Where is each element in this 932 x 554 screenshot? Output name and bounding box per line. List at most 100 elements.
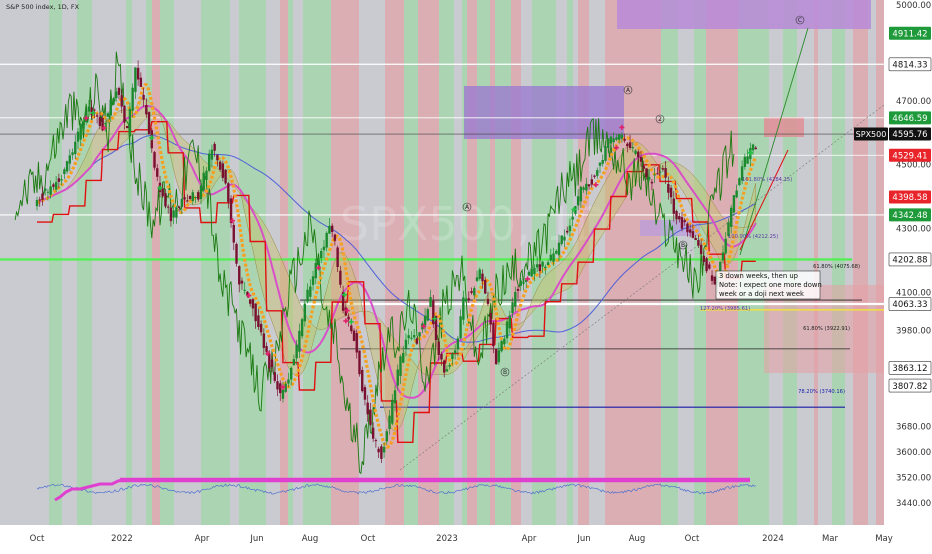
wave-label-circle: [678, 240, 688, 250]
session-band: [280, 0, 288, 525]
candle-body: [475, 277, 479, 281]
candle-body: [727, 222, 730, 237]
signal-cross: [246, 293, 252, 299]
candle-body: [172, 210, 175, 218]
candle-body: [145, 105, 148, 115]
annotation-box[interactable]: 3 down weeks, then up Note: I expect one…: [715, 270, 822, 300]
candle-body: [106, 113, 110, 117]
candle-body: [177, 206, 181, 208]
target-zone-top: [617, 0, 871, 29]
candle-body: [710, 275, 714, 281]
candle-body: [52, 184, 55, 187]
candle-body: [292, 359, 296, 366]
candle-body: [743, 156, 747, 168]
lagging-span: [14, 51, 735, 475]
x-axis[interactable]: Oct 2022 Apr Jun Aug Oct 2023 Apr Jun Aug Oct 2024 M…: [0, 525, 932, 550]
y-tick-label: 4300.00: [896, 224, 931, 234]
candle-body: [270, 359, 274, 368]
candle-body: [399, 356, 402, 376]
session-band: [385, 0, 404, 525]
symbol-label: S&P 500 index, 1D, FX: [6, 3, 80, 11]
session-band: [738, 0, 752, 525]
price-tag-box: [888, 252, 932, 267]
session-band: [288, 0, 293, 525]
fib-labels: 61.80% (4075.68) 61.80% (3922.91) 78.20% (…: [700, 177, 860, 395]
signal-cross: [348, 319, 354, 325]
x-tick-label: 2022: [111, 534, 133, 544]
candle-body: [191, 192, 194, 202]
candle-body: [221, 163, 225, 178]
candle-body: [440, 353, 443, 360]
candle-body: [661, 168, 665, 170]
candle-body: [434, 315, 438, 341]
candle-body: [675, 211, 678, 220]
candle-body: [229, 198, 233, 223]
candle-body: [197, 192, 200, 200]
candle-body: [754, 147, 757, 150]
session-band: [443, 0, 454, 525]
session-band: [160, 0, 174, 525]
signal-cross: [149, 135, 155, 141]
candle-body: [653, 174, 656, 176]
candle-body: [60, 179, 63, 181]
x-tick-label: Apr: [522, 534, 537, 544]
session-band: [462, 0, 467, 525]
candle-body: [587, 184, 591, 187]
candle-body: [385, 431, 389, 442]
candle-body: [224, 169, 227, 184]
signal-cross: [747, 150, 753, 156]
candle-body: [95, 115, 99, 117]
candle-body: [366, 402, 369, 415]
symbol-tag: SPX500: [856, 130, 887, 139]
candle-body: [325, 232, 328, 248]
y-tick-label: 3980.00: [896, 327, 931, 337]
candle-body: [481, 273, 484, 282]
candle-body: [199, 185, 203, 200]
candle-body: [694, 237, 697, 240]
y-tick-label: 4700.00: [896, 97, 931, 107]
target-zone-lower: [764, 285, 884, 373]
session-band: [618, 0, 635, 525]
indicator-lines: [14, 27, 885, 502]
candle-body: [240, 280, 244, 284]
session-band: [853, 0, 868, 525]
candle-body: [254, 303, 257, 322]
candle-body: [180, 198, 184, 207]
candle-body: [473, 288, 476, 296]
candle-body: [361, 369, 364, 392]
y-tick-label: 4100.00: [896, 288, 931, 298]
candle-body: [303, 303, 307, 322]
x-tick-label: 2024: [762, 534, 784, 544]
session-band: [783, 0, 788, 525]
candle-body: [426, 309, 430, 321]
candle-body: [251, 299, 255, 309]
candle-body: [740, 166, 744, 181]
fib-label: 127.20% (3985.61): [700, 306, 750, 312]
candle-body: [358, 350, 361, 375]
candle-body: [686, 223, 689, 233]
x-tick-label: Jun: [249, 534, 263, 544]
candle-body: [164, 193, 167, 207]
candle-body: [664, 168, 667, 178]
session-band: [643, 0, 661, 525]
candle-body: [669, 187, 673, 198]
candle-body: [115, 91, 118, 99]
price-tag-value: 3863.12: [892, 364, 927, 374]
candle-body: [68, 155, 71, 164]
candle-body: [708, 264, 711, 269]
candle-body: [579, 186, 583, 202]
candle-body: [585, 183, 588, 191]
signal-cross: [343, 318, 349, 324]
candle-body: [691, 231, 695, 238]
session-band: [694, 0, 706, 525]
candle-body: [432, 300, 435, 325]
session-band: [467, 0, 477, 525]
watermark-text: SPX500, 1D: [340, 197, 610, 251]
session-band: [418, 0, 432, 525]
candle-body: [713, 276, 716, 285]
signal-cross: [265, 351, 271, 357]
fib-label: 161.80% (4284.15): [742, 177, 792, 183]
session-band: [77, 0, 92, 525]
